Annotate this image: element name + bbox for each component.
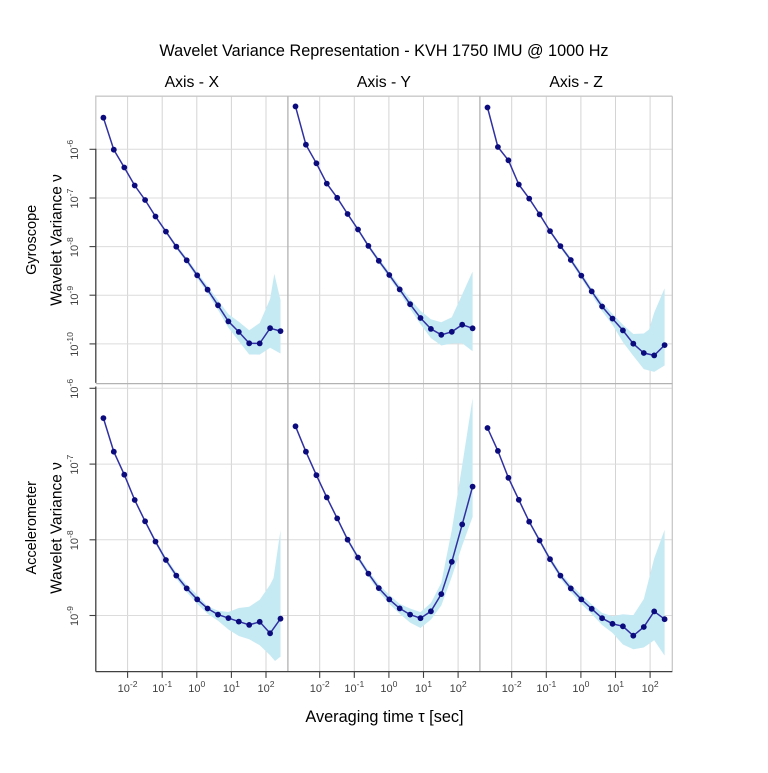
- svg-text:Wavelet Variance Representatio: Wavelet Variance Representation - KVH 17…: [159, 42, 608, 60]
- svg-text:Accelerometer: Accelerometer: [24, 481, 40, 575]
- svg-text:Axis - Z: Axis - Z: [549, 74, 603, 91]
- svg-text:Averaging time τ [sec]: Averaging time τ [sec]: [305, 708, 463, 726]
- svg-text:Axis - Y: Axis - Y: [357, 74, 412, 91]
- svg-text:Gyroscope: Gyroscope: [24, 205, 40, 275]
- svg-text:Axis - X: Axis - X: [165, 74, 220, 91]
- svg-text:Wavelet Variance ν: Wavelet Variance ν: [49, 462, 66, 594]
- svg-text:Wavelet Variance ν: Wavelet Variance ν: [49, 174, 66, 306]
